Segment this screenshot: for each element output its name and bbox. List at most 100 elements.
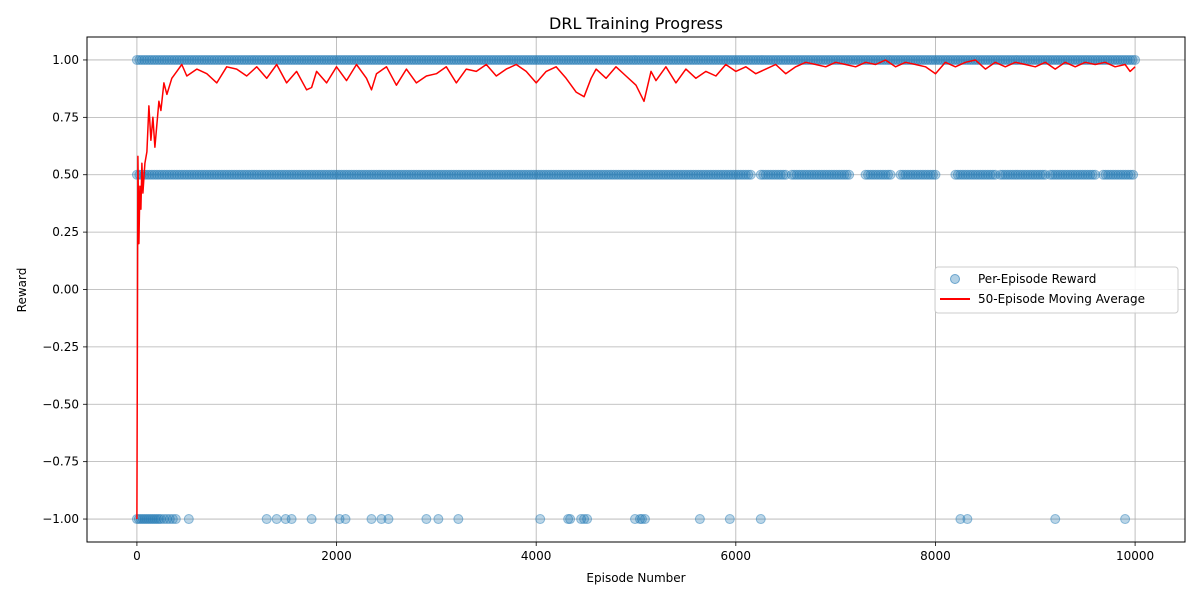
scatter-point xyxy=(421,169,432,180)
scatter-point xyxy=(680,54,691,65)
scatter-point xyxy=(955,514,966,525)
scatter-point xyxy=(735,54,746,65)
scatter-point xyxy=(551,54,562,65)
scatter-point xyxy=(576,514,587,525)
scatter-point xyxy=(1067,169,1078,180)
scatter-point xyxy=(596,54,607,65)
scatter-point xyxy=(917,169,928,180)
scatter-point xyxy=(1050,514,1061,525)
scatter-point xyxy=(593,54,604,65)
legend-label-line: 50-Episode Moving Average xyxy=(978,292,1145,306)
scatter-point xyxy=(526,54,537,65)
scatter-point xyxy=(366,514,377,525)
scatter-point xyxy=(416,169,427,180)
scatter-point xyxy=(376,54,387,65)
scatter-point xyxy=(411,169,422,180)
scatter-point xyxy=(393,169,404,180)
scatter-point xyxy=(426,54,437,65)
scatter-point xyxy=(280,514,291,525)
scatter-point xyxy=(271,169,282,180)
scatter-point xyxy=(1060,54,1071,65)
scatter-point xyxy=(685,169,696,180)
scatter-point xyxy=(611,54,622,65)
scatter-point xyxy=(169,54,180,65)
scatter-point xyxy=(870,169,881,180)
scatter-point xyxy=(486,169,497,180)
scatter-point xyxy=(819,169,830,180)
scatter-point xyxy=(1040,169,1051,180)
scatter-point xyxy=(1017,169,1028,180)
scatter-point xyxy=(740,54,751,65)
scatter-point xyxy=(316,54,327,65)
scatter-point xyxy=(324,169,335,180)
scatter-point xyxy=(972,169,983,180)
scatter-point xyxy=(660,54,671,65)
scatter-point xyxy=(541,169,552,180)
scatter-point xyxy=(336,169,347,180)
scatter-point xyxy=(279,54,290,65)
scatter-point xyxy=(670,169,681,180)
scatter-point xyxy=(244,54,255,65)
scatter-point xyxy=(221,169,232,180)
scatter-point xyxy=(606,169,617,180)
scatter-point xyxy=(413,169,424,180)
scatter-point xyxy=(763,169,774,180)
scatter-point xyxy=(576,54,587,65)
scatter-point xyxy=(750,54,761,65)
scatter-point xyxy=(251,169,262,180)
scatter-point xyxy=(276,169,287,180)
scatter-point xyxy=(214,54,225,65)
scatter-point xyxy=(279,169,290,180)
scatter-point xyxy=(563,54,574,65)
scatter-point xyxy=(920,169,931,180)
scatter-point xyxy=(143,514,154,525)
scatter-point xyxy=(423,169,434,180)
y-tick-label: −0.75 xyxy=(42,455,79,469)
scatter-point xyxy=(639,514,650,525)
scatter-point xyxy=(834,169,845,180)
scatter-point xyxy=(982,169,993,180)
scatter-point xyxy=(688,54,699,65)
scatter-point xyxy=(241,54,252,65)
scatter-point xyxy=(758,54,769,65)
scatter-point xyxy=(396,169,407,180)
scatter-point xyxy=(713,54,724,65)
scatter-point xyxy=(340,514,351,525)
scatter-point xyxy=(214,169,225,180)
scatter-point xyxy=(536,54,547,65)
scatter-point xyxy=(626,169,637,180)
scatter-point xyxy=(344,169,355,180)
scatter-point xyxy=(493,169,504,180)
scatter-point xyxy=(645,54,656,65)
scatter-point xyxy=(513,169,524,180)
scatter-point xyxy=(922,54,933,65)
scatter-point xyxy=(528,169,539,180)
scatter-point xyxy=(184,54,195,65)
y-tick-label: −1.00 xyxy=(42,512,79,526)
scatter-point xyxy=(960,169,971,180)
scatter-point xyxy=(428,54,439,65)
scatter-point xyxy=(206,54,217,65)
scatter-point xyxy=(224,169,235,180)
scatter-point xyxy=(1077,169,1088,180)
scatter-point xyxy=(860,169,871,180)
scatter-point xyxy=(179,54,190,65)
scatter-point xyxy=(1015,169,1026,180)
scatter-point xyxy=(950,169,961,180)
scatter-point xyxy=(314,169,325,180)
scatter-point xyxy=(388,169,399,180)
scatter-point xyxy=(236,169,247,180)
scatter-point xyxy=(922,169,933,180)
scatter-point xyxy=(980,54,991,65)
scatter-point xyxy=(239,169,250,180)
scatter-point xyxy=(166,54,177,65)
scatter-point xyxy=(1025,54,1036,65)
scatter-point xyxy=(990,54,1001,65)
scatter-point xyxy=(1052,169,1063,180)
scatter-point xyxy=(658,169,669,180)
scatter-point xyxy=(947,54,958,65)
scatter-point xyxy=(141,54,152,65)
scatter-point xyxy=(591,54,602,65)
line-series xyxy=(136,59,1136,520)
scatter-point xyxy=(603,169,614,180)
